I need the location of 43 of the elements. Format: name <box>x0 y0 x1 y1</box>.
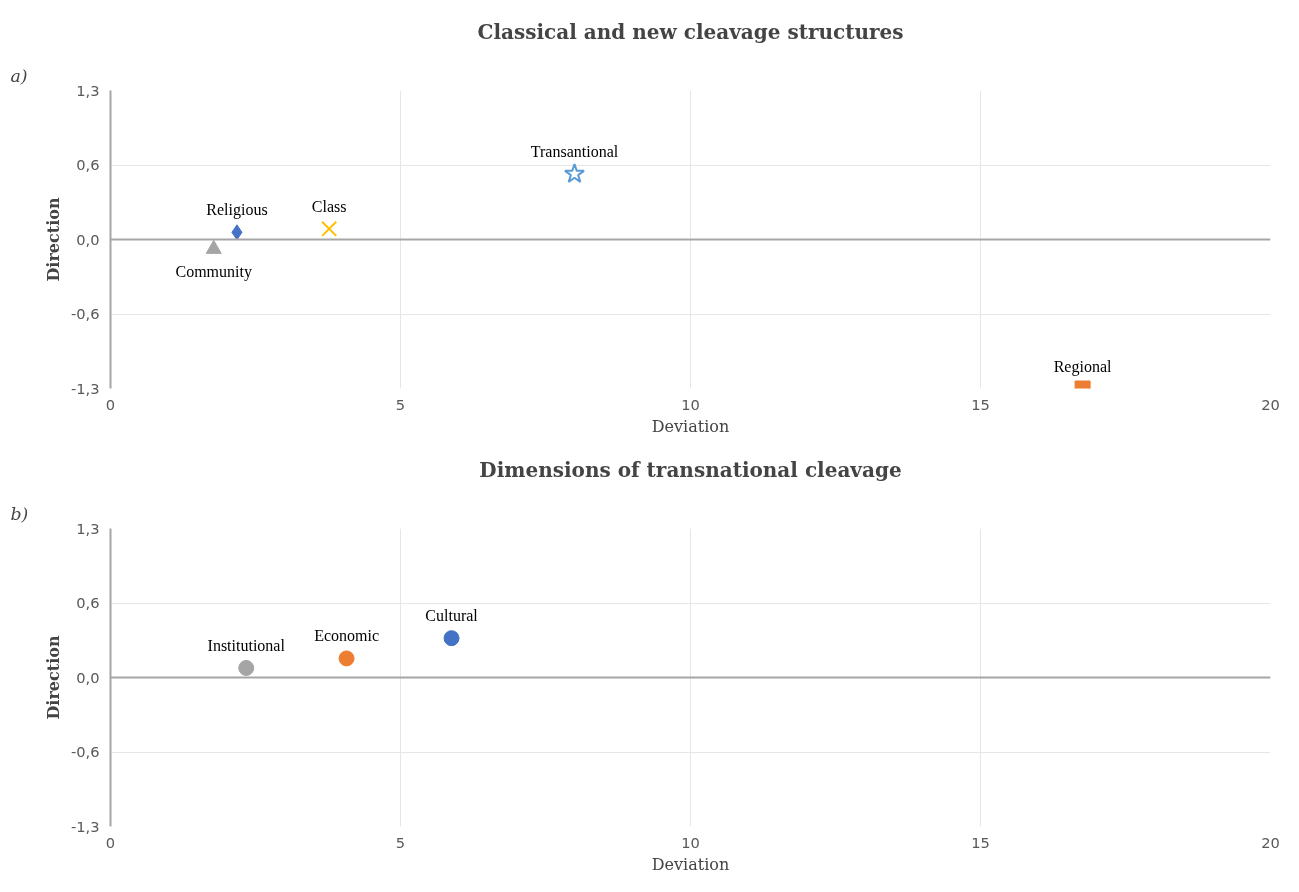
x-tick-label: 10 <box>681 395 700 413</box>
x-axis-title: Deviation <box>651 854 730 874</box>
y-tick-label: 0,0 <box>76 668 100 686</box>
x-tick-label: 20 <box>1261 833 1280 851</box>
y-axis-title: Direction <box>43 635 63 720</box>
series-label: Cultural <box>425 607 479 625</box>
x-tick-label: 5 <box>395 395 406 413</box>
text: b) <box>10 503 29 524</box>
x-tick-label: 15 <box>971 833 990 851</box>
y-axis-title: Direction <box>43 197 63 282</box>
y-tick-label: 1,3 <box>76 519 100 537</box>
series-label: Economic <box>314 627 379 645</box>
x-tick-label: 20 <box>1261 395 1280 413</box>
x-tick-label: 15 <box>971 395 990 413</box>
chart-title: Dimensions of transnational cleavage <box>479 457 902 482</box>
series-label: Class <box>311 197 347 215</box>
series-label: Institutional <box>207 636 286 654</box>
x-tick-label: 10 <box>681 833 700 851</box>
y-tick-label: 0,6 <box>76 156 100 173</box>
x-axis-title: Deviation <box>651 416 730 436</box>
chart-title: Classical and new cleavage structures <box>477 19 904 44</box>
point <box>563 162 586 184</box>
point <box>205 239 222 254</box>
x-tick-label: 0 <box>105 833 116 851</box>
series-label: Community <box>175 263 252 282</box>
x-tick-label: 5 <box>395 833 406 851</box>
y-tick-label: 0,6 <box>76 594 100 611</box>
x-tick-label: 0 <box>105 395 116 413</box>
series-label: Transantional <box>530 142 619 160</box>
point <box>338 650 355 667</box>
series-label: Regional <box>1053 357 1113 376</box>
text: a) <box>10 65 28 86</box>
point <box>238 659 255 676</box>
y-tick-label: 1,3 <box>76 81 100 99</box>
point <box>321 220 338 237</box>
y-tick-label: 0,0 <box>76 230 100 248</box>
y-tick-label: -0,6 <box>70 305 100 322</box>
y-tick-label: -1,3 <box>70 379 100 397</box>
y-tick-label: -0,6 <box>70 743 100 760</box>
series-label: Religious <box>206 201 268 220</box>
y-tick-label: -1,3 <box>70 817 100 835</box>
point <box>443 630 460 647</box>
point <box>231 224 243 241</box>
